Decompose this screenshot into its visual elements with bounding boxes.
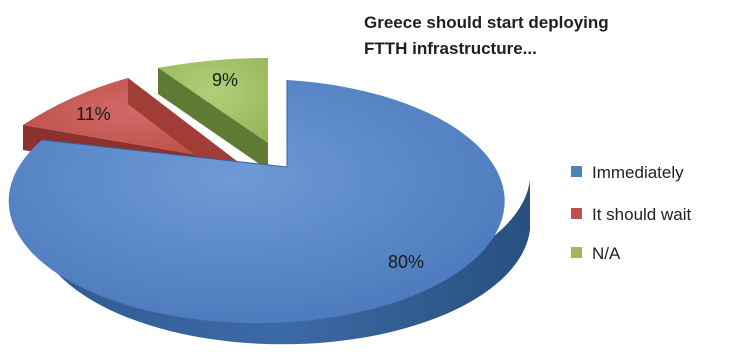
pie-slice-immediately-edge: [41, 80, 288, 168]
chart-title-line-1: Greece should start deploying: [364, 13, 609, 32]
chart-title-line-2: FTTH infrastructure...: [364, 39, 537, 58]
legend-label-na: N/A: [592, 244, 621, 263]
pie-slice-na: [158, 58, 268, 170]
pie-slice-immediately-top: [8, 80, 505, 324]
legend-swatch-na: [571, 247, 582, 258]
legend-swatch-it-should-wait: [571, 208, 582, 219]
pie-slice-immediately: [8, 80, 530, 345]
pie-slice-na-front: [158, 68, 268, 170]
data-label-immediately: 80%: [388, 252, 424, 272]
legend: Immediately It should wait N/A: [571, 163, 691, 263]
pie-slice-na-top: [158, 58, 268, 143]
legend-label-it-should-wait: It should wait: [592, 205, 691, 224]
legend-swatch-immediately: [571, 166, 582, 177]
data-label-it-should-wait: 11%: [76, 104, 111, 124]
legend-label-immediately: Immediately: [592, 163, 684, 182]
data-label-na: 9%: [212, 70, 238, 90]
